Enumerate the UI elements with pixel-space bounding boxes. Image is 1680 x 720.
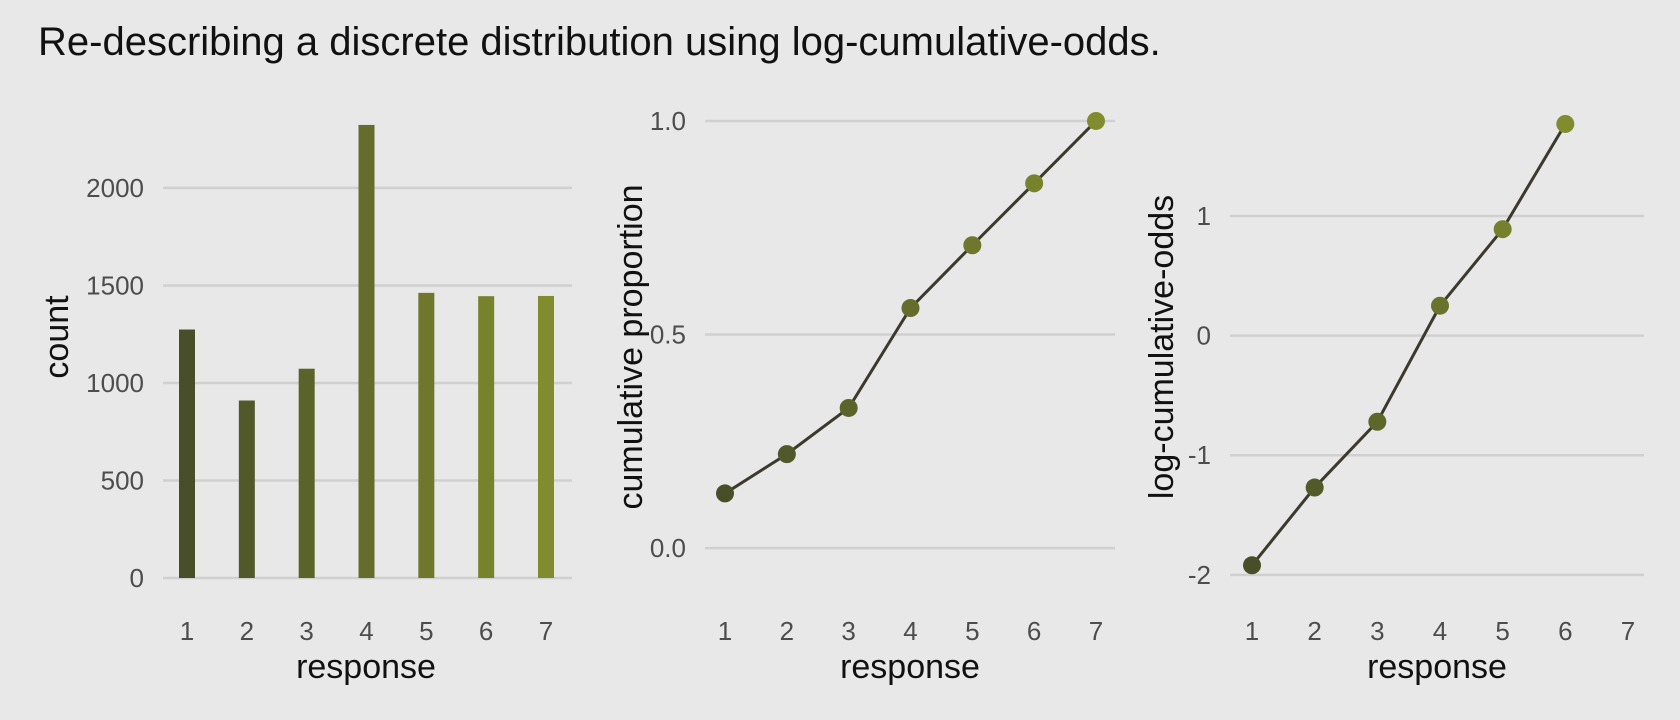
x-tick-label: 2 bbox=[1307, 616, 1321, 646]
y-axis-title: log-cumulative-odds bbox=[1143, 195, 1181, 499]
data-point bbox=[716, 484, 734, 503]
series-line bbox=[1250, 123, 1567, 567]
data-point bbox=[1368, 412, 1387, 431]
x-axis-title: response bbox=[296, 648, 436, 686]
x-tick-label: 5 bbox=[965, 616, 979, 646]
points bbox=[716, 111, 1105, 503]
x-tick-label: 1 bbox=[1245, 616, 1259, 646]
bar bbox=[298, 368, 315, 578]
bar bbox=[179, 329, 195, 578]
y-tick-labels: -2 -1 0 1 bbox=[1188, 201, 1211, 590]
y-tick-label: 2000 bbox=[86, 173, 144, 203]
y-tick-label: 0.5 bbox=[650, 320, 686, 350]
data-point bbox=[777, 445, 796, 464]
x-tick-label: 6 bbox=[1027, 616, 1041, 646]
x-tick-label: 3 bbox=[1370, 616, 1384, 646]
points bbox=[1243, 114, 1575, 575]
data-point bbox=[839, 398, 858, 417]
data-point bbox=[1243, 556, 1261, 575]
x-axis-title: response bbox=[840, 648, 980, 686]
data-point bbox=[1025, 174, 1044, 193]
x-tick-label: 2 bbox=[240, 616, 254, 646]
bar bbox=[478, 296, 495, 578]
bar bbox=[358, 124, 375, 578]
count-bar-panel: 0 500 1000 1500 2000 1 2 3 4 5 6 7 response count bbox=[38, 124, 572, 686]
data-point bbox=[1305, 478, 1324, 497]
x-tick-label: 4 bbox=[1433, 616, 1447, 646]
y-tick-label: -2 bbox=[1188, 560, 1211, 590]
bar bbox=[538, 295, 554, 578]
x-tick-label: 6 bbox=[1558, 616, 1572, 646]
bars bbox=[179, 124, 554, 578]
grid-lines bbox=[1230, 214, 1644, 577]
cumulative-proportion-panel: 0.0 0.5 1.0 1 2 3 4 5 6 7 response cumulative pr… bbox=[612, 106, 1115, 686]
data-point bbox=[1087, 111, 1105, 130]
x-tick-label: 6 bbox=[479, 616, 493, 646]
y-tick-labels: 0 500 1000 1500 2000 bbox=[86, 173, 144, 593]
y-tick-labels: 0.0 0.5 1.0 bbox=[650, 106, 686, 563]
data-point bbox=[1493, 220, 1512, 239]
x-tick-label: 7 bbox=[1089, 616, 1103, 646]
x-tick-label: 3 bbox=[841, 616, 855, 646]
x-tick-labels: 1 2 3 4 5 6 7 bbox=[180, 616, 553, 646]
y-tick-label: -1 bbox=[1188, 440, 1211, 470]
data-point bbox=[963, 236, 982, 255]
bar bbox=[418, 292, 435, 578]
x-tick-label: 7 bbox=[1621, 616, 1635, 646]
x-tick-label: 4 bbox=[359, 616, 373, 646]
data-point bbox=[1431, 296, 1449, 315]
x-tick-label: 2 bbox=[780, 616, 794, 646]
y-axis-title: cumulative proportion bbox=[612, 184, 650, 509]
x-tick-label: 1 bbox=[180, 616, 194, 646]
x-axis-title: response bbox=[1367, 648, 1507, 686]
series-line bbox=[1250, 123, 1567, 567]
y-tick-label: 1000 bbox=[86, 368, 144, 398]
grid-lines bbox=[705, 119, 1115, 550]
data-point bbox=[1556, 114, 1575, 133]
x-tick-label: 5 bbox=[419, 616, 433, 646]
x-tick-label: 1 bbox=[718, 616, 732, 646]
y-tick-label: 0 bbox=[130, 563, 144, 593]
y-tick-label: 1500 bbox=[86, 270, 144, 300]
y-axis-title: count bbox=[38, 295, 76, 379]
x-tick-label: 7 bbox=[539, 616, 553, 646]
y-tick-label: 1.0 bbox=[650, 106, 686, 136]
bar bbox=[238, 400, 255, 578]
log-cumulative-odds-panel: -2 -1 0 1 1 2 3 4 5 6 7 response log-cumulative-o… bbox=[1143, 114, 1644, 686]
x-tick-label: 4 bbox=[903, 616, 917, 646]
x-tick-labels: 1 2 3 4 5 6 7 bbox=[718, 616, 1103, 646]
y-tick-label: 0.0 bbox=[650, 533, 686, 563]
x-tick-labels: 1 2 3 4 5 6 7 bbox=[1245, 616, 1635, 646]
y-tick-label: 500 bbox=[101, 465, 144, 495]
x-tick-label: 5 bbox=[1495, 616, 1509, 646]
chart-title: Re-describing a discrete distribution us… bbox=[38, 20, 1161, 64]
x-tick-label: 3 bbox=[299, 616, 313, 646]
data-point bbox=[901, 299, 920, 318]
y-tick-label: 0 bbox=[1197, 321, 1211, 351]
y-tick-label: 1 bbox=[1197, 201, 1211, 231]
